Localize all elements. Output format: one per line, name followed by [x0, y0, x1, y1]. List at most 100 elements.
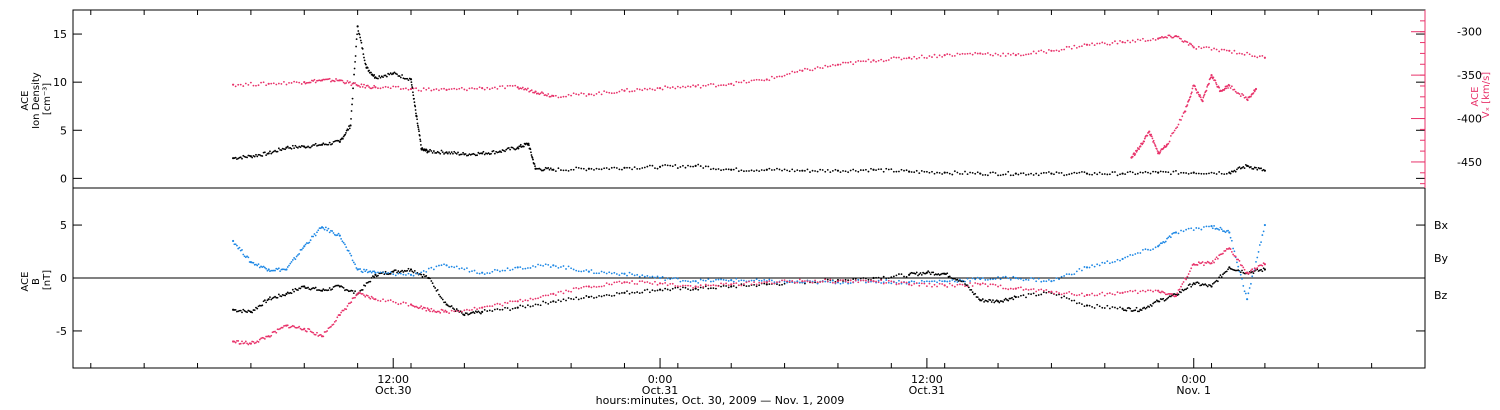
- top-data-dot: [682, 164, 684, 167]
- bottom-data-dot: [476, 311, 478, 314]
- top-data-dot: [359, 39, 362, 42]
- top-data-dot: [664, 85, 667, 88]
- top-data-dot: [379, 76, 382, 79]
- top-data-dot: [717, 168, 720, 170]
- top-data-dot: [528, 90, 531, 93]
- top-data-dot: [1229, 172, 1232, 175]
- bottom-data-dot: [748, 285, 750, 287]
- bottom-data-dot: [384, 270, 387, 273]
- bottom-data-dot: [918, 284, 921, 287]
- bottom-data-dot: [699, 284, 702, 287]
- bottom-data-dot: [554, 294, 557, 297]
- top-data-dot: [415, 115, 418, 118]
- bottom-data-dot: [928, 282, 931, 285]
- bottom-data-dot: [371, 275, 374, 278]
- bottom-data-dot: [929, 273, 932, 276]
- bottom-data-dot: [702, 286, 705, 288]
- top-data-dot: [1150, 133, 1153, 136]
- bottom-data-dot: [626, 281, 628, 284]
- bottom-data-dot: [529, 297, 532, 300]
- bottom-data-point: [1014, 276, 1017, 280]
- bottom-data-dot: [643, 281, 646, 284]
- top-data-dot: [514, 84, 517, 87]
- bottom-data-dot: [965, 284, 968, 287]
- bottom-data-dot: [605, 294, 608, 296]
- bottom-data-dot: [1169, 236, 1172, 239]
- top-data-dot: [532, 158, 534, 161]
- bottom-data-dot: [931, 280, 933, 283]
- top-data-dot: [1258, 55, 1261, 58]
- bottom-data-dot: [262, 300, 265, 303]
- bottom-data-dot: [684, 286, 687, 289]
- bottom-data-dot: [1111, 261, 1114, 264]
- top-data-dot: [1134, 173, 1137, 176]
- bottom-data-dot: [763, 282, 766, 285]
- top-data-dot: [903, 169, 905, 172]
- top-data-dot: [1242, 165, 1245, 168]
- bottom-data-dot: [337, 232, 340, 235]
- top-data-dot: [1248, 53, 1251, 56]
- top-data-dot: [1233, 169, 1236, 172]
- bottom-data-dot: [727, 284, 730, 287]
- bottom-data-dot: [953, 280, 956, 283]
- bottom-data-point: [338, 313, 341, 317]
- time-tick-label: 12:00: [377, 373, 409, 386]
- top-data-dot: [1012, 174, 1015, 177]
- top-data-dot: [735, 80, 738, 83]
- bottom-data-dot: [466, 267, 468, 270]
- top-data-dot: [249, 81, 252, 84]
- bottom-left-tick-label: -5: [56, 325, 67, 338]
- bottom-data-dot: [956, 281, 959, 283]
- top-data-dot: [298, 81, 301, 84]
- top-data-dot: [364, 86, 367, 89]
- top-data-dot: [253, 155, 256, 158]
- top-data-dot: [931, 170, 933, 173]
- bottom-data-dot: [1195, 227, 1198, 229]
- bottom-data-dot: [974, 278, 977, 281]
- bottom-data-point: [1014, 287, 1017, 290]
- bottom-data-dot: [333, 320, 336, 323]
- top-data-dot: [417, 89, 420, 92]
- top-data-dot: [1116, 174, 1119, 177]
- bottom-data-dot: [511, 307, 514, 310]
- top-data-dot: [613, 166, 616, 169]
- top-data-dot: [829, 65, 832, 68]
- bottom-data-dot: [1032, 288, 1035, 290]
- bottom-data-dot: [1037, 294, 1040, 296]
- bottom-data-dot: [712, 284, 715, 286]
- top-data-point: [1050, 49, 1053, 52]
- bottom-data-dot: [290, 292, 293, 295]
- top-data-dot: [363, 56, 365, 59]
- top-data-dot: [953, 170, 956, 173]
- bottom-data-dot: [882, 281, 885, 284]
- bottom-data-point: [285, 268, 288, 271]
- bottom-data-dot: [743, 279, 745, 282]
- bottom-data-dot: [1224, 231, 1227, 234]
- top-data-dot: [783, 168, 786, 171]
- top-data-dot: [418, 134, 421, 137]
- bottom-data-dot: [1083, 305, 1086, 307]
- bottom-data-dot: [304, 243, 307, 246]
- bottom-data-dot: [1042, 280, 1045, 282]
- top-data-dot: [1060, 171, 1063, 174]
- top-data-dot: [910, 171, 913, 173]
- top-data-dot: [1083, 171, 1086, 174]
- top-data-dot: [865, 60, 867, 63]
- top-data-point: [1157, 171, 1160, 174]
- top-data-dot: [353, 67, 356, 70]
- bottom-data-dot: [1177, 232, 1180, 235]
- bottom-data-dot: [1204, 283, 1207, 286]
- bottom-data-dot: [544, 263, 547, 266]
- bottom-data-dot: [265, 335, 268, 338]
- bottom-data-dot: [352, 292, 355, 295]
- bottom-data-dot: [1040, 288, 1043, 291]
- bottom-data-point: [374, 271, 377, 274]
- bottom-data-dot: [946, 286, 949, 288]
- bottom-data-dot: [387, 272, 390, 274]
- bottom-data-dot: [1106, 260, 1109, 263]
- bottom-data-dot: [798, 281, 801, 284]
- top-data-dot: [1088, 44, 1091, 46]
- bottom-data-dot: [598, 285, 600, 288]
- top-data-dot: [335, 78, 337, 80]
- top-data-dot: [538, 167, 541, 170]
